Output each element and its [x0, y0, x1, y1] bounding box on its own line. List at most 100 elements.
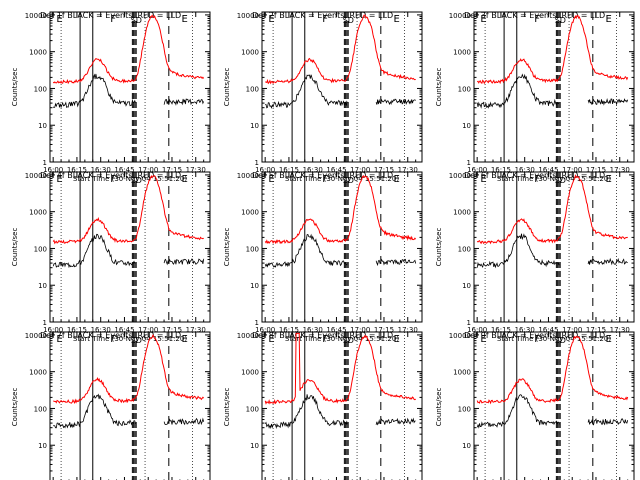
x-tick-label: 16:30	[91, 166, 111, 174]
interval-marker-label: E	[56, 334, 62, 345]
interval-marker-label: E	[480, 14, 486, 25]
x-tick-label: 17:15	[586, 166, 606, 174]
y-tick-label: 1000	[29, 369, 47, 377]
x-tick-label: 17:30	[398, 326, 418, 334]
interval-marker-label: E	[480, 174, 486, 185]
x-axis-label: Start Time (30-Nov-04 15:51:20)	[497, 175, 611, 183]
chart-title: Det 6f BLACK = Events, RED = LLD	[464, 171, 605, 180]
x-tick-label: 16:30	[515, 326, 535, 334]
interval-marker-label: F	[534, 334, 540, 345]
interval-marker-label: E	[605, 334, 611, 345]
interval-marker-label: F	[534, 174, 540, 185]
x-tick-label: 16:45	[326, 326, 346, 334]
events-rate-series	[53, 393, 136, 429]
events-rate-series	[264, 394, 348, 430]
y-axis-label: Counts/sec	[223, 388, 231, 427]
events-rate-series	[375, 98, 416, 106]
y-tick-label: 10000	[237, 12, 259, 20]
y-tick-label: 10000	[449, 12, 471, 20]
x-tick-label: 16:45	[114, 166, 134, 174]
y-tick-label: 1	[255, 319, 259, 327]
y-axis-label: Counts/sec	[435, 388, 443, 427]
x-tick-label: 16:45	[114, 326, 134, 334]
x-tick-label: 16:45	[538, 166, 558, 174]
y-tick-label: 10000	[449, 172, 471, 180]
chart-title: Det 3f BLACK = Events, RED = LLD	[464, 11, 605, 20]
x-tick-label: 16:45	[538, 326, 558, 334]
chart-panel-8: Det 8f BLACK = Events, RED = LLD11010010…	[223, 331, 423, 480]
chart-panel-4: Det 4f BLACK = Events, RED = LLD 1 10 100 10…	[11, 171, 211, 343]
events-rate-series	[587, 257, 628, 266]
plot-frame	[49, 331, 211, 480]
events-rate-series	[587, 97, 629, 106]
x-tick-label: 17:15	[374, 166, 394, 174]
events-rate-series	[476, 394, 560, 429]
lld-rate-series	[476, 174, 628, 245]
x-tick-label: 17:00	[350, 166, 370, 174]
lld-rate-series	[264, 332, 417, 405]
interval-marker-label: E	[56, 174, 62, 185]
x-tick-label: 17:00	[562, 326, 582, 334]
interval-marker-label: E	[268, 14, 274, 25]
y-tick-label: 10	[462, 282, 471, 290]
events-rate-series	[52, 233, 136, 269]
interval-marker-label: F	[110, 14, 116, 25]
x-tick-label: 17:30	[610, 166, 630, 174]
x-tick-label: 16:45	[326, 166, 346, 174]
flare-marker-label: SD	[131, 336, 142, 345]
chart-panel-3: Det 3f BLACK = Events, RED = LLD 1 10 100 10…	[435, 11, 635, 183]
events-rate-series	[476, 73, 560, 109]
interval-marker-label: E	[393, 174, 399, 185]
interval-marker-label: E	[56, 14, 62, 25]
y-tick-label: 10000	[237, 172, 259, 180]
chart-title: Det 1f BLACK = Events, RED = LLD	[40, 11, 181, 20]
y-tick-label: 1	[255, 159, 259, 167]
x-tick-label: 16:15	[279, 326, 299, 334]
y-tick-label: 10000	[449, 332, 471, 340]
x-tick-label: 17:00	[562, 166, 582, 174]
interval-marker-label: E	[393, 334, 399, 345]
interval-marker-label: E	[605, 14, 611, 25]
x-tick-label: 16:00	[255, 326, 275, 334]
plot-frame	[473, 331, 635, 480]
x-tick-label: 16:15	[279, 166, 299, 174]
x-tick-label: 17:15	[162, 166, 182, 174]
interval-marker-label: E	[181, 14, 187, 25]
x-tick-label: 17:30	[398, 166, 418, 174]
y-tick-label: 100	[246, 405, 259, 413]
events-rate-series	[265, 74, 348, 109]
chart-title: Det 9f BLACK = Events, RED = LLD	[464, 331, 605, 340]
y-tick-label: 10	[250, 442, 259, 450]
y-tick-label: 100	[34, 85, 47, 93]
y-tick-label: 1	[43, 159, 47, 167]
interval-marker-label: E	[268, 174, 274, 185]
flare-marker-label: SD	[343, 16, 354, 25]
y-tick-label: 1000	[453, 369, 471, 377]
y-tick-label: 100	[458, 85, 471, 93]
interval-marker-label: E	[181, 174, 187, 185]
flare-marker-label: SD	[555, 336, 566, 345]
x-tick-label: 16:15	[67, 166, 87, 174]
interval-marker-label: F	[110, 334, 116, 345]
events-rate-series	[52, 73, 136, 109]
y-tick-label: 100	[34, 405, 47, 413]
interval-marker-label: F	[322, 14, 328, 25]
x-tick-label: 16:15	[67, 326, 87, 334]
y-tick-label: 100	[246, 245, 259, 253]
y-axis-label: Counts/sec	[435, 68, 443, 107]
y-tick-label: 100	[458, 405, 471, 413]
x-tick-label: 17:15	[586, 326, 606, 334]
chart-title: Det 5f BLACK = Events, RED = LLD	[252, 171, 393, 180]
y-tick-label: 100	[458, 245, 471, 253]
flare-marker-label: SD	[343, 336, 354, 345]
events-rate-series	[587, 418, 629, 426]
y-tick-label: 10	[38, 282, 47, 290]
y-tick-label: 10	[250, 282, 259, 290]
x-tick-label: 17:30	[186, 326, 206, 334]
plot-frame	[473, 171, 635, 323]
y-tick-label: 1000	[241, 49, 259, 57]
y-tick-label: 10	[462, 442, 471, 450]
y-tick-label: 10	[38, 442, 47, 450]
events-rate-series	[163, 258, 205, 266]
lld-rate-series	[476, 14, 629, 85]
